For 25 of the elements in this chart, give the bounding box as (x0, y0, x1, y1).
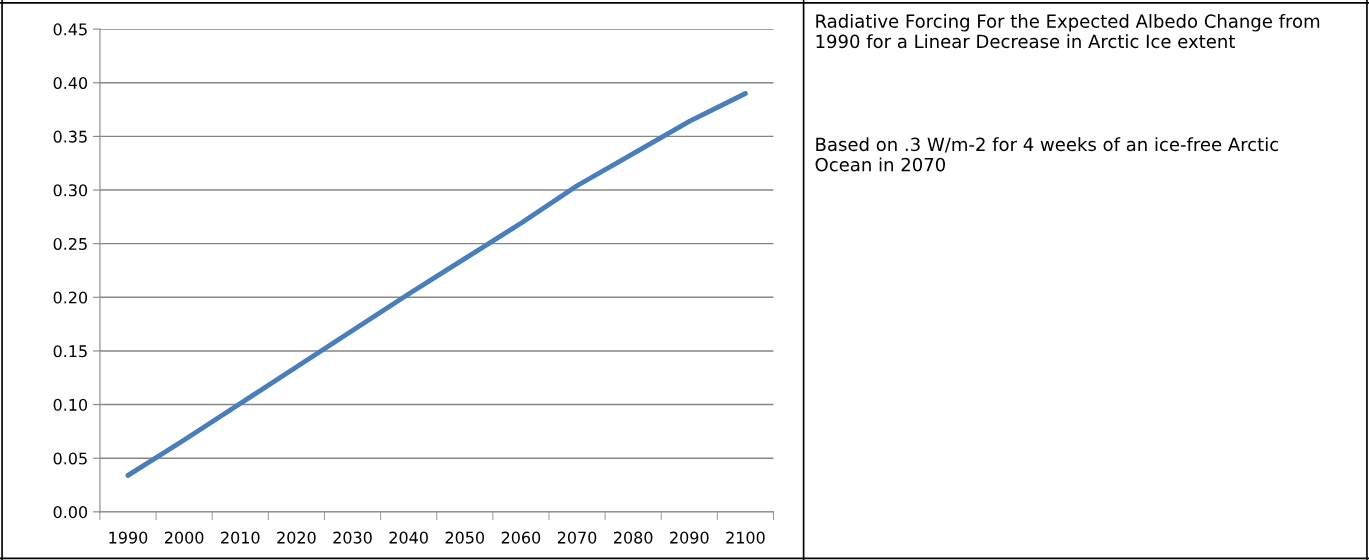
y-tick-label: 0.45 (53, 23, 87, 36)
text: Radiative Forcing For the Expected Albedo Change from 1990 for a Linear Decrease in Arctic Ice extent (816, 14, 1320, 49)
y-tick-label: 0.20 (53, 291, 88, 304)
x-tick-label: 2000 (164, 531, 204, 544)
x-tick-label: 2060 (501, 531, 541, 544)
y-tick-label: 0.25 (53, 237, 87, 250)
line-series (125, 91, 748, 478)
y-tick-label: 0.05 (53, 452, 87, 465)
text: Based on .3 W/m-2 for 4 weeks of an ice-free Arctic Ocean in 2070 (815, 137, 1279, 172)
x-tick-label: 2090 (670, 531, 709, 544)
x-tick-label: 1990 (109, 531, 148, 544)
y-tick-label: 0.35 (53, 130, 87, 143)
x-tick-label: 2010 (221, 531, 260, 544)
y-tick-label: 0.00 (53, 506, 88, 519)
x-tick-label: 2030 (333, 531, 372, 544)
y-tick-label: 0.30 (53, 184, 88, 197)
x-tick-label: 2040 (389, 531, 428, 544)
y-tick-label: 0.40 (53, 76, 88, 90)
x-tick-label: 2100 (726, 531, 765, 544)
x-tick-label: 2070 (557, 531, 597, 544)
y-tick-label: 0.10 (53, 398, 88, 411)
y-tick-label: 0.15 (53, 345, 87, 358)
x-tick-label: 2050 (445, 531, 485, 544)
x-tick-label: 2080 (614, 531, 653, 544)
x-tick-label: 2020 (277, 531, 316, 544)
